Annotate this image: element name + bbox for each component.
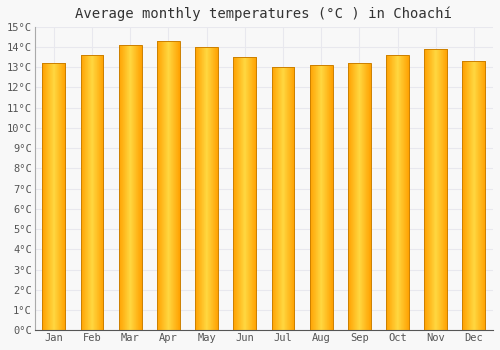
Bar — [195, 47, 218, 330]
Bar — [310, 65, 332, 330]
Bar — [42, 63, 66, 330]
Bar — [234, 57, 256, 330]
Bar — [157, 41, 180, 330]
Bar — [424, 49, 447, 330]
Bar — [462, 61, 485, 330]
Bar — [119, 45, 142, 330]
Bar — [386, 55, 409, 330]
Bar — [80, 55, 104, 330]
Bar — [348, 63, 371, 330]
Title: Average monthly temperatures (°C ) in Choachí: Average monthly temperatures (°C ) in Ch… — [76, 7, 452, 21]
Bar — [272, 67, 294, 330]
